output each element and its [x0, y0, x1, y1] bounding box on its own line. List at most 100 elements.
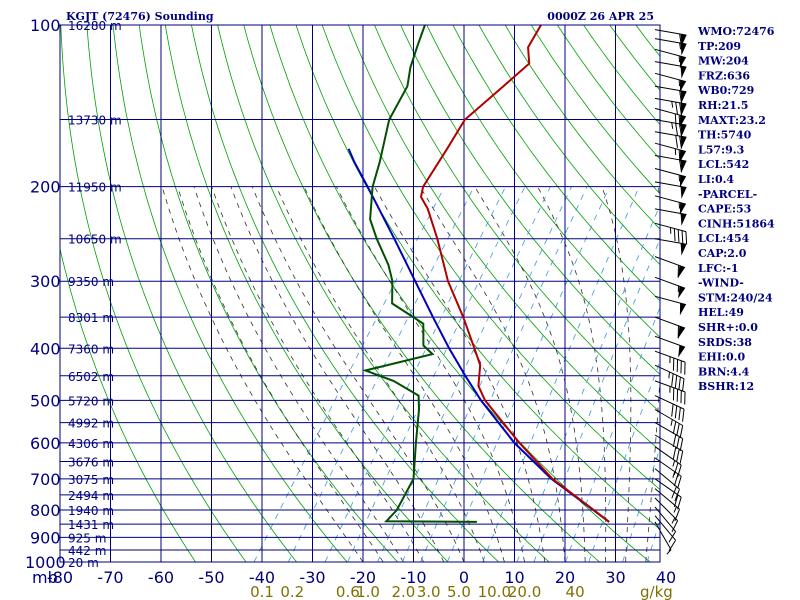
wind-barbs: [654, 29, 688, 555]
height-label: 9350 m: [68, 275, 114, 289]
temp-tick-label: 40: [656, 568, 676, 587]
dry-adiabat: [138, 25, 398, 562]
height-label: 8301 m: [68, 311, 114, 325]
sounding-profiles: [347, 25, 610, 523]
index-line: RH:21.5: [698, 99, 748, 112]
index-line: TH:5740: [698, 129, 752, 142]
wind-barb: [654, 497, 679, 533]
height-label: 925 m: [68, 531, 106, 545]
height-label: 16280 m: [68, 19, 122, 33]
index-line: LCL:542: [698, 158, 749, 171]
wind-barb: [654, 168, 687, 188]
wind-barb: [654, 72, 687, 93]
height-label: 7360 m: [68, 342, 114, 356]
index-line: SRDS:38: [698, 336, 752, 349]
dry-adiabat: [295, 25, 660, 530]
mixing-ratio-label: 20.0: [508, 583, 541, 600]
mixing-ratio-line: [482, 186, 640, 562]
index-line: LI:0.4: [698, 173, 734, 186]
moist-adiabat: [419, 186, 566, 562]
temp-tick-label: 30: [605, 568, 625, 587]
moist-adiabat: [336, 186, 525, 562]
moist-adiabat: [251, 186, 465, 562]
index-line: LFC:-1: [698, 262, 739, 275]
pressure-tick-label: 1000: [25, 553, 66, 572]
wind-barb: [654, 222, 688, 245]
temp-tick-label: 20: [555, 568, 575, 587]
mixing-ratio-line: [402, 186, 572, 562]
parcel-trace: [347, 148, 610, 523]
moist-adiabat: [601, 186, 632, 562]
wind-barb: [654, 446, 682, 478]
plot-frame: [59, 24, 661, 563]
temp-tick-label: 0: [459, 568, 469, 587]
moist-adiabat: [537, 186, 607, 562]
mixing-ratio-label: 3.0: [417, 583, 441, 600]
moist-adiabat: [276, 186, 485, 562]
index-line: MW:204: [698, 55, 749, 68]
mixing-ratio-line: [324, 186, 506, 562]
moist-adiabat: [474, 186, 586, 562]
temp-tick-label: -40: [249, 568, 275, 587]
mixing-ratio-label: 1.0: [356, 583, 380, 600]
temp-tick-label: -60: [148, 568, 174, 587]
mixing-ratio-line: [447, 186, 610, 562]
temp-tick-label: mb: [32, 568, 58, 587]
temp-tick-label: -70: [97, 568, 123, 587]
temp-tick-label: -80: [47, 568, 73, 587]
wind-barb: [654, 335, 686, 358]
index-line: BSHR:12: [698, 380, 754, 393]
index-line: CAPE:53: [698, 203, 751, 216]
mixing-ratio-label: 0.1: [250, 583, 274, 600]
mixing-ratio-label: 40: [566, 583, 585, 600]
height-label: 6502 m: [68, 370, 114, 384]
index-line: WMO:72476: [697, 25, 775, 38]
height-label: 442 m: [68, 544, 106, 558]
height-label: 2494 m: [68, 489, 114, 503]
mixing-ratio-label: 10.0: [478, 583, 511, 600]
chart-time: 0000Z 26 APR 25: [547, 10, 654, 23]
temp-tick-label: -50: [198, 568, 224, 587]
pressure-tick-label: 500: [30, 391, 61, 410]
wind-barb: [654, 316, 686, 339]
index-line: BRN:4.4: [698, 365, 750, 378]
pressure-tick-label: 400: [30, 339, 61, 358]
dewpoint-trace: [361, 25, 477, 523]
index-line: SHR+:0.0: [698, 321, 758, 334]
moist-adiabat: [645, 186, 660, 562]
height-label: 10650 m: [68, 233, 122, 247]
height-label: 3676 m: [68, 456, 114, 470]
mixing-ratio-label: 0.6: [336, 583, 360, 600]
index-line: WB0:729: [697, 84, 754, 97]
moist-adiabat: [303, 186, 505, 562]
height-label: 4306 m: [68, 437, 114, 451]
height-label: 20 m: [68, 556, 99, 570]
chart-grid: [60, 25, 660, 562]
temp-tick-label: -10: [400, 568, 426, 587]
height-label: 1940 m: [68, 504, 114, 518]
pressure-tick-label: 300: [30, 272, 61, 291]
wind-barb: [654, 295, 687, 316]
height-label: 11950 m: [68, 181, 122, 195]
mixing-ratio-label: 5.0: [447, 583, 471, 600]
height-label: 5720 m: [68, 394, 114, 408]
wind-barb: [654, 409, 684, 438]
mixing-ratio-line: [420, 186, 588, 562]
temp-tick-label: -20: [350, 568, 376, 587]
wind-barb: [654, 256, 686, 278]
dry-adiabat: [321, 25, 660, 491]
pressure-tick-label: 800: [30, 501, 61, 520]
index-line: MAXT:23.2: [698, 114, 766, 127]
chart-title: KGJT (72476) Sounding: [66, 10, 214, 23]
dry-adiabat: [164, 25, 449, 562]
index-line: -PARCEL-: [698, 188, 757, 201]
height-label: 13730 m: [68, 114, 122, 128]
pressure-tick-label: 700: [30, 470, 61, 489]
index-line: STM:240/24: [698, 291, 773, 304]
index-line: LCL:454: [698, 232, 750, 245]
wind-barb: [654, 521, 672, 555]
mixing-ratio-unit: g/kg: [640, 583, 673, 600]
